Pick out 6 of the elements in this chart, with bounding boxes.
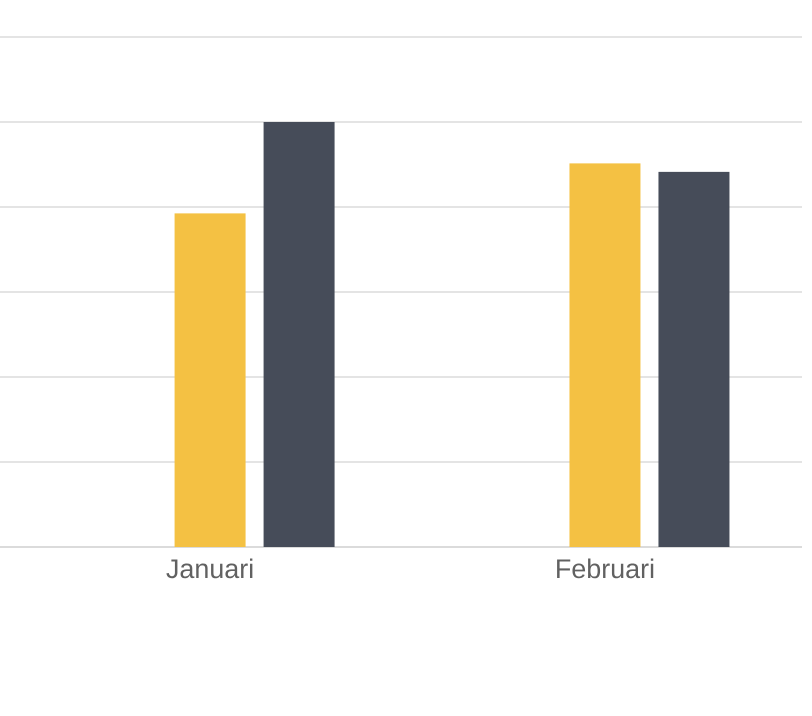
bar (264, 122, 335, 547)
bar (174, 213, 246, 547)
bar (569, 163, 640, 547)
x-tick-label: Januari (166, 558, 252, 578)
x-tick-label: Februari (557, 558, 654, 578)
bar (658, 172, 730, 547)
